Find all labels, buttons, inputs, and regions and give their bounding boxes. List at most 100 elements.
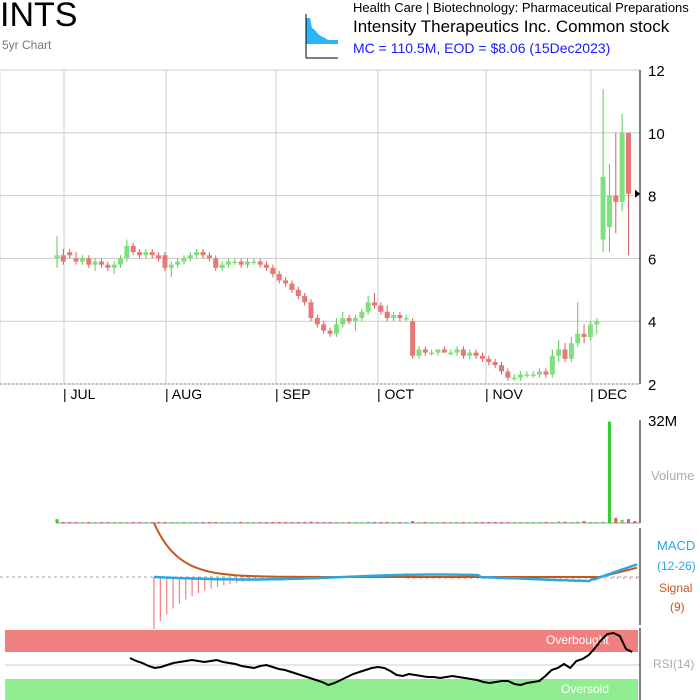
volume-bar bbox=[150, 522, 154, 523]
candle-body bbox=[473, 352, 479, 356]
last-price-marker bbox=[635, 189, 640, 198]
volume-bar bbox=[233, 522, 237, 523]
month-label: | DEC bbox=[590, 386, 627, 402]
oversold-band bbox=[5, 679, 638, 700]
volume-bar bbox=[74, 522, 78, 523]
price-axis: 2 4 6 8 10 12 bbox=[648, 63, 665, 394]
candle-body bbox=[111, 264, 117, 268]
candle-body bbox=[524, 374, 530, 377]
candle-body bbox=[118, 258, 123, 265]
candle-body bbox=[365, 302, 371, 312]
volume-bar bbox=[379, 522, 383, 523]
price-tick-label: 10 bbox=[648, 126, 665, 143]
volume-bar bbox=[61, 522, 65, 523]
volume-bar bbox=[461, 522, 465, 523]
price-tick-label: 4 bbox=[648, 314, 656, 331]
candle-body bbox=[124, 245, 130, 259]
candle-body bbox=[92, 261, 98, 265]
volume-bar bbox=[487, 522, 491, 523]
volume-bar bbox=[176, 522, 180, 523]
price-tick-label: 6 bbox=[648, 251, 656, 268]
candle-body bbox=[397, 314, 403, 319]
candle-body bbox=[340, 318, 346, 325]
volume-axis-label: Volume bbox=[651, 468, 694, 483]
volume-bar bbox=[620, 519, 624, 523]
volume-bar bbox=[557, 521, 561, 523]
volume-bar bbox=[519, 522, 523, 523]
candle-body bbox=[308, 302, 314, 319]
candle-body bbox=[467, 352, 473, 356]
volume-max-label: 32M bbox=[648, 413, 677, 430]
macd-line bbox=[153, 563, 638, 583]
volume-bar bbox=[188, 522, 192, 523]
volume-bar bbox=[423, 522, 427, 523]
candle-body bbox=[149, 252, 155, 256]
candle-body bbox=[98, 261, 104, 265]
candle-body bbox=[295, 289, 301, 297]
candle-body bbox=[549, 355, 555, 375]
candle-body bbox=[581, 333, 587, 337]
signal-legend-label: Signal bbox=[659, 581, 692, 595]
candle-body bbox=[130, 245, 136, 253]
volume-bar bbox=[563, 521, 567, 523]
candle-body bbox=[378, 305, 384, 312]
candle-body bbox=[403, 318, 409, 320]
sector-label: Health Care | Biotechnology: Pharmaceuti… bbox=[353, 0, 689, 15]
candle-body bbox=[264, 264, 270, 268]
candle-body bbox=[416, 349, 422, 356]
volume-bar bbox=[144, 522, 148, 523]
volume-bar bbox=[550, 522, 554, 523]
candle-body bbox=[238, 261, 244, 265]
month-label: | SEP bbox=[275, 386, 311, 402]
macd-legend-label: MACD bbox=[657, 538, 695, 553]
candle-body bbox=[181, 258, 187, 262]
volume-bar bbox=[284, 522, 288, 523]
month-label: | OCT bbox=[377, 386, 415, 402]
candle-body bbox=[251, 261, 257, 264]
candle-body bbox=[441, 349, 447, 353]
volume-bar bbox=[80, 522, 84, 523]
volume-bar bbox=[207, 522, 211, 523]
candle-body bbox=[105, 264, 111, 268]
candle-body bbox=[410, 321, 416, 356]
candle-body bbox=[283, 280, 289, 284]
volume-bar bbox=[506, 522, 510, 523]
volume-bar bbox=[163, 522, 167, 523]
volume-bar bbox=[195, 522, 199, 523]
volume-bar bbox=[385, 522, 389, 523]
month-label: | AUG bbox=[165, 386, 202, 402]
candle-body bbox=[391, 314, 397, 319]
candle-body bbox=[289, 283, 295, 290]
overbought-band bbox=[5, 630, 638, 652]
candle-body bbox=[302, 296, 308, 303]
volume-bar bbox=[258, 522, 262, 523]
candle-body bbox=[492, 362, 498, 366]
month-axis: | JUL | AUG | SEP | OCT | NOV | DEC bbox=[63, 386, 627, 402]
volume-bar bbox=[290, 522, 294, 523]
volume-bar bbox=[68, 522, 72, 523]
volume-bar bbox=[569, 522, 573, 523]
candle-body bbox=[79, 258, 85, 262]
month-label: | NOV bbox=[485, 386, 524, 402]
candle-body bbox=[568, 343, 574, 359]
volume-bar bbox=[87, 522, 91, 523]
volume-bar bbox=[347, 522, 351, 523]
volume-bar bbox=[398, 522, 402, 523]
volume-bar bbox=[201, 522, 205, 523]
candle-body bbox=[187, 255, 193, 259]
volume-bar bbox=[601, 521, 605, 523]
candle-body bbox=[321, 324, 327, 331]
price-grid bbox=[0, 69, 641, 385]
candle-body bbox=[200, 252, 206, 256]
volume-bar bbox=[411, 521, 415, 523]
volume-bar bbox=[182, 522, 186, 523]
volume-bar bbox=[169, 522, 173, 523]
volume-bar bbox=[341, 522, 345, 523]
volume-bar bbox=[595, 522, 599, 523]
candle-body bbox=[594, 321, 600, 325]
candle-body bbox=[143, 252, 149, 256]
candle-body bbox=[499, 365, 504, 372]
month-label: | JUL bbox=[63, 386, 96, 402]
volume-bar bbox=[633, 521, 637, 523]
candle-body bbox=[626, 132, 631, 194]
